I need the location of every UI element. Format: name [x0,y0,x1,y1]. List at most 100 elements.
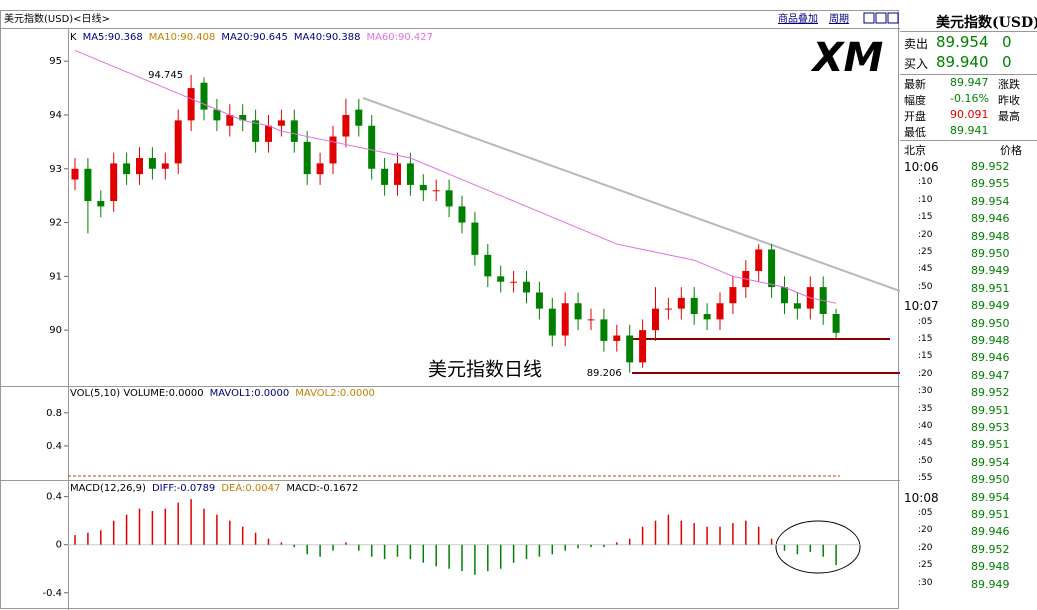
quote-label: 买入 [904,57,929,71]
candle-body [97,201,105,207]
candle-body [329,136,337,164]
legend-entry: MAVOL2:0.0000 [295,388,375,399]
candle-body [690,297,698,314]
candle-body [148,158,156,169]
candle-body [342,114,350,137]
candle-body [755,249,763,271]
candle-body [458,206,466,223]
legend-entry: MACD(12,26,9) [70,483,146,494]
candle-body [613,335,621,341]
tick-time: :55 [918,473,933,484]
y-tick-label: 91 [49,271,62,282]
tick-time: :15 [918,212,933,223]
candle-body [729,287,737,304]
tick-time: 10:07 [904,299,939,314]
candle-body [200,82,208,110]
candle-body [187,88,195,121]
candle-body [252,120,260,142]
legend-entry: MA5:90.368 [83,32,143,43]
candle-body [419,184,427,191]
candle-body [432,190,440,192]
candle-body [639,330,647,363]
candle-body [510,281,518,283]
candle-body [303,141,311,175]
y-tick-label: 0 [56,540,62,551]
candle-body [471,222,479,255]
icon-button[interactable] [887,12,899,24]
candle-body [832,314,840,333]
tick-time: :15 [918,351,933,362]
legend-entry: K [70,32,77,43]
tick-time: :50 [918,455,933,466]
tick-price: 89.950 [971,473,1010,487]
candle-body [84,168,92,202]
stat-label: 幅度 [904,94,926,107]
candle-body [136,158,143,175]
tick-time: :45 [918,264,933,275]
legend-entry: MACD:-0.1672 [286,483,358,494]
candle-body [316,163,324,175]
stat-value: -0.16% [950,92,989,105]
candle-body [290,120,298,142]
candle-body [574,303,582,320]
low-label: 89.206 [587,368,622,379]
candle-body [535,292,543,309]
legend-entry: MAVOL1:0.0000 [210,388,290,399]
y-tick-label: 93 [49,164,62,175]
tick-time: :10 [918,177,933,188]
legend-entry: MA40:90.388 [294,32,361,43]
stat-label: 最新 [904,78,926,91]
tick-header: 北京 [904,144,926,157]
candle-body [484,254,492,277]
tick-time: :10 [918,194,933,205]
tick-price: 89.952 [971,386,1010,400]
chart-label: 美元指数日线 [428,359,542,381]
tick-time: :20 [918,542,933,553]
tick-price: 89.947 [971,368,1010,382]
tick-price: 89.953 [971,421,1010,434]
candle-body [161,163,169,169]
tick-time: :25 [918,247,933,257]
y-tick-label: 0.4 [46,441,62,452]
legend-entry: DEA:0.0047 [221,483,280,494]
icon-button[interactable] [863,12,875,24]
quote-qty: 0 [1002,33,1012,51]
tick-price: 89.949 [971,299,1010,313]
legend-entry: DIFF:-0.0789 [152,483,215,494]
tick-time: 10:06 [904,160,939,174]
candle-body [213,109,221,121]
panel-sep [900,31,1037,32]
button[interactable]: 商品叠加 [778,12,818,25]
logo: XM [810,35,884,81]
tick-price: 89.952 [971,160,1010,173]
y-tick-label: 94 [49,110,62,121]
frame [0,10,899,609]
tick-price: 89.951 [971,403,1010,417]
candle-body [677,297,685,309]
tick-price: 89.948 [971,229,1010,243]
high-label: 94.745 [148,70,183,81]
stat-label: 涨跌 [998,78,1020,91]
panel-sep [900,140,1037,141]
tick-time: :40 [918,421,933,431]
button[interactable]: 周期 [829,13,849,25]
tick-price: 89.949 [971,264,1010,278]
tick-price: 89.951 [971,438,1010,452]
icon-button[interactable] [875,12,887,24]
candle-body [497,276,505,282]
stat-value: 89.947 [950,76,989,89]
tick-price: 89.951 [971,281,1010,295]
tick-header: 价格 [1000,144,1022,157]
tick-price: 89.954 [971,194,1010,208]
panel-sep [900,74,1037,75]
candle-body [548,308,556,336]
candle-body [652,308,659,331]
candle-body [703,314,711,320]
tick-time: :35 [918,403,933,414]
window-title: 美元指数(USD)<日线> [4,12,110,25]
tick-time: :45 [918,438,933,449]
tick-time: :05 [918,508,933,518]
candle-body [110,163,118,202]
stat-label: 最高 [998,110,1020,123]
